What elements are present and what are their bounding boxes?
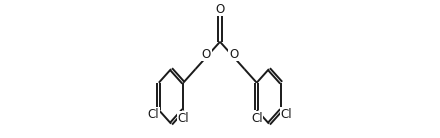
Text: Cl: Cl bbox=[281, 108, 293, 121]
Text: Cl: Cl bbox=[147, 108, 159, 121]
Text: Cl: Cl bbox=[177, 112, 189, 125]
Text: O: O bbox=[215, 2, 225, 15]
Text: O: O bbox=[202, 48, 211, 61]
Text: O: O bbox=[229, 48, 238, 61]
Text: Cl: Cl bbox=[251, 112, 263, 125]
